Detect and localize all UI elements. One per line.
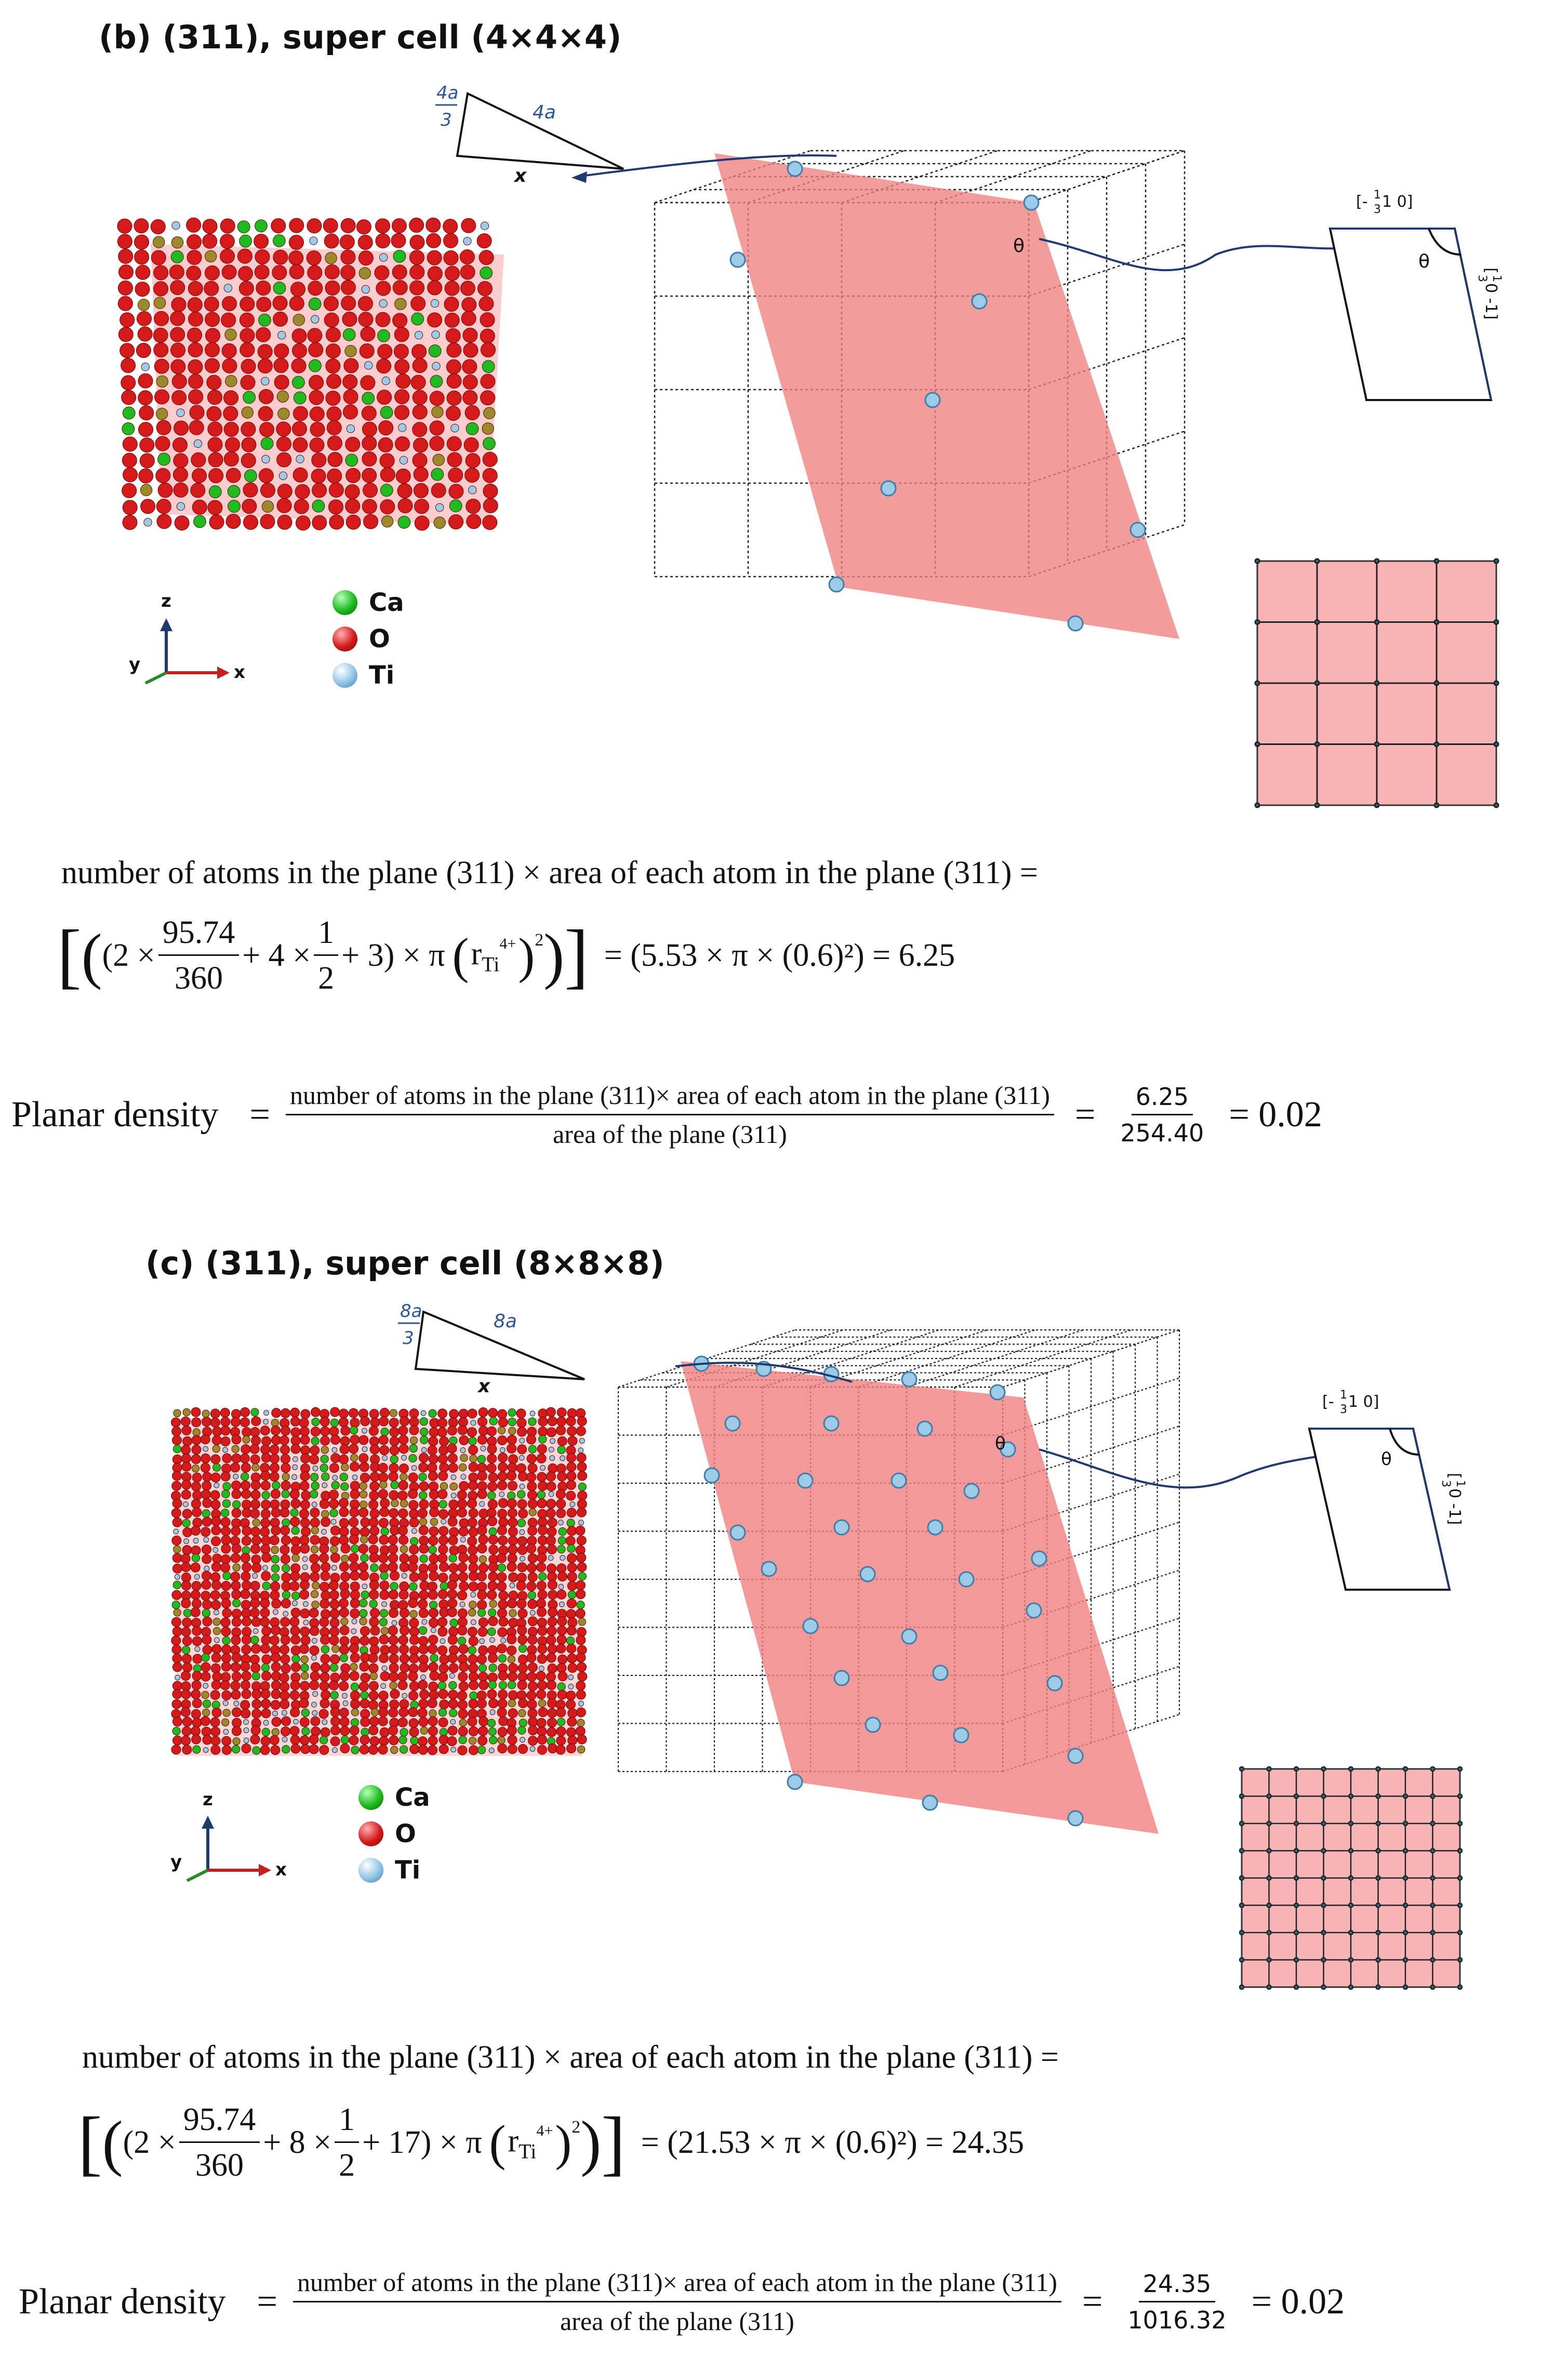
legend-item-o: O — [358, 1816, 430, 1852]
svg-text:x: x — [275, 1859, 287, 1880]
svg-text:y: y — [170, 1852, 182, 1872]
ca-atom-icon — [333, 590, 357, 615]
svg-text:1: 1 — [1454, 1480, 1467, 1487]
parallelogram-inset-b: θ [- 1 3 1 0] [ 1 3 0 -1] — [1328, 189, 1503, 401]
parallelogram-inset-c: θ [- 1 3 1 0] [ 1 3 0 -1] — [1308, 1389, 1467, 1591]
axes-c: z y x — [170, 1789, 287, 1882]
svg-text:x: x — [477, 1376, 491, 1397]
svg-text:y: y — [129, 654, 140, 675]
plane-311-b — [714, 153, 1179, 639]
grid-cube-c: θ — [617, 1329, 1180, 1834]
svg-text:1: 1 — [1374, 189, 1381, 202]
svg-text:[-: [- — [1356, 193, 1368, 211]
triangle-c: 8a 3 8a x — [398, 1301, 585, 1397]
svg-text:1: 1 — [1490, 275, 1503, 282]
svg-text:[: [ — [1445, 1473, 1464, 1479]
grid-cube-b: θ — [654, 150, 1186, 639]
svg-text:3: 3 — [441, 110, 452, 130]
svg-text:θ: θ — [1013, 235, 1025, 257]
equation-b-line3: Planar density = number of atoms in the … — [11, 1081, 1322, 1149]
svg-text:[: [ — [1482, 268, 1500, 274]
ca-atom-icon — [358, 1785, 383, 1810]
legend-item-ca: Ca — [333, 584, 404, 621]
svg-text:θ: θ — [995, 1433, 1006, 1454]
svg-text:θ: θ — [1381, 1449, 1392, 1470]
legend-item-o: O — [333, 621, 404, 657]
equation-c-line1: number of atoms in the plane (311) × are… — [82, 2040, 1059, 2075]
svg-text:z: z — [161, 591, 171, 611]
legend-item-ca: Ca — [358, 1779, 430, 1816]
equation-b-line1: number of atoms in the plane (311) × are… — [61, 855, 1038, 890]
o-atom-icon — [333, 627, 357, 651]
panel-c-title: (c) (311), super cell (8×8×8) — [145, 1244, 665, 1282]
svg-text:x: x — [234, 662, 245, 683]
ti-atom-icon — [358, 1858, 383, 1883]
svg-text:0 -1]: 0 -1] — [1482, 283, 1500, 319]
equation-c-line3: Planar density = number of atoms in the … — [19, 2268, 1345, 2336]
svg-text:8a: 8a — [400, 1301, 422, 1322]
triangle-b: 4a 3 4a x — [435, 83, 624, 187]
svg-text:3: 3 — [403, 1328, 414, 1349]
panel-b-title: (b) (311), super cell (4×4×4) — [99, 18, 622, 56]
svg-text:θ: θ — [1418, 251, 1430, 272]
square-grid-c — [1239, 1766, 1463, 1990]
svg-text:0 -1]: 0 -1] — [1445, 1488, 1464, 1525]
o-atom-icon — [358, 1821, 383, 1846]
svg-text:[-: [- — [1322, 1393, 1334, 1411]
legend-item-ti: Ti — [333, 657, 404, 694]
svg-text:3: 3 — [1439, 1480, 1452, 1487]
square-grid-b — [1254, 558, 1499, 808]
svg-text:x: x — [513, 165, 527, 187]
crystal-structure-c — [170, 1407, 588, 1756]
legend-c: Ca O Ti — [358, 1779, 430, 1888]
svg-text:1 0]: 1 0] — [1348, 1393, 1379, 1411]
svg-text:3: 3 — [1476, 275, 1489, 282]
axes-b: z y x — [129, 591, 245, 685]
legend-b: Ca O Ti — [333, 584, 404, 694]
ti-atom-icon — [333, 663, 357, 688]
crystal-structure-b — [117, 217, 504, 531]
svg-text:1: 1 — [1340, 1389, 1347, 1402]
legend-item-ti: Ti — [358, 1852, 430, 1888]
svg-text:4a: 4a — [533, 102, 556, 123]
svg-text:3: 3 — [1374, 203, 1381, 216]
svg-text:1 0]: 1 0] — [1382, 193, 1413, 211]
svg-text:4a: 4a — [436, 83, 458, 103]
svg-text:z: z — [203, 1789, 213, 1810]
svg-text:3: 3 — [1340, 1403, 1347, 1416]
svg-text:8a: 8a — [494, 1311, 517, 1332]
